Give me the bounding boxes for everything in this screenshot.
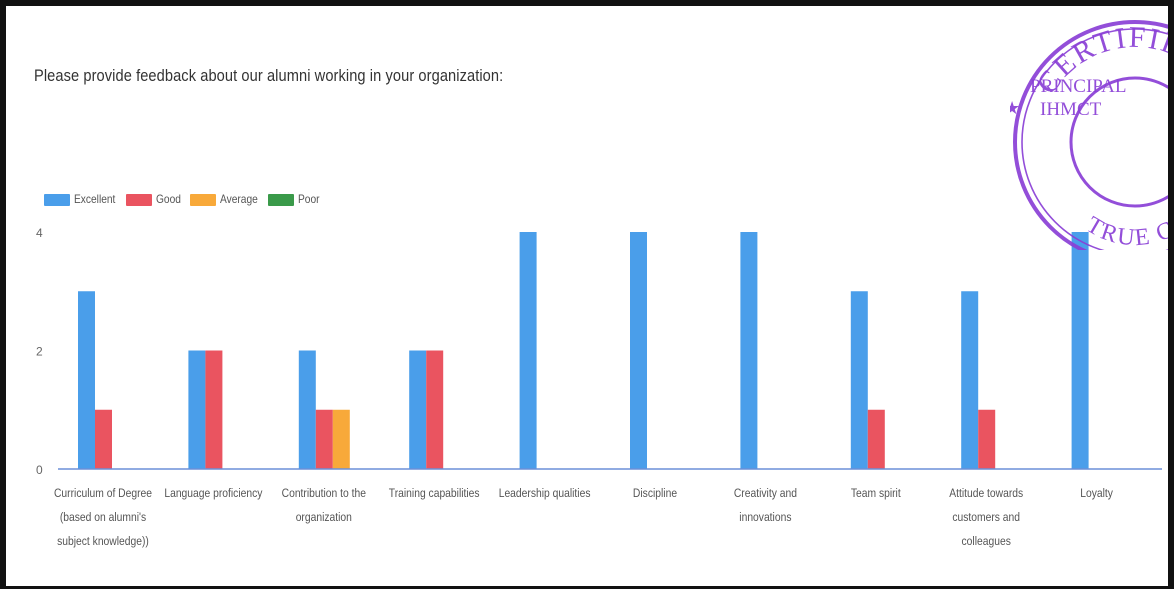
legend-label-excellent: Excellent — [74, 192, 116, 206]
feedback-question: Please provide feedback about our alumni… — [34, 66, 504, 85]
legend-swatch-average — [190, 194, 216, 206]
bar-excellent-6[interactable] — [740, 232, 758, 469]
bar-excellent-4[interactable] — [519, 232, 537, 469]
x-tick-label: colleagues — [962, 535, 1012, 548]
bar-excellent-5[interactable] — [630, 232, 647, 469]
bar-excellent-0[interactable] — [78, 291, 95, 469]
legend-swatch-poor — [268, 194, 294, 206]
x-tick-label: Contribution to the — [282, 487, 366, 500]
legend-label-poor: Poor — [298, 192, 320, 206]
x-tick-label: Attitude towards — [949, 487, 1023, 500]
x-tick-label: organization — [296, 511, 352, 524]
bar-excellent-8[interactable] — [961, 291, 979, 469]
bar-excellent-1[interactable] — [188, 350, 206, 470]
legend-label-average: Average — [220, 192, 258, 206]
bar-average-2[interactable] — [332, 409, 350, 469]
x-tick-label: Language proficiency — [164, 487, 262, 500]
legend-swatch-good — [126, 194, 152, 206]
bar-good-0[interactable] — [95, 409, 112, 469]
bar-excellent-3[interactable] — [409, 350, 427, 470]
bar-good-2[interactable] — [315, 409, 333, 469]
x-tick-label: Curriculum of Degree — [54, 487, 152, 500]
bar-good-7[interactable] — [867, 409, 885, 469]
x-tick-label: Leadership qualities — [499, 487, 591, 500]
y-tick-label: 0 — [36, 463, 43, 477]
x-tick-label: Loyalty — [1080, 487, 1113, 500]
x-tick-label: Discipline — [633, 487, 677, 500]
legend-swatch-excellent — [44, 194, 70, 206]
x-tick-label: customers and — [952, 511, 1020, 524]
stamp-bottom-text: TRUE COPY — [1082, 185, 1168, 250]
star-icon: ★ — [1010, 98, 1020, 118]
x-tick-label: (based on alumni's — [60, 511, 147, 524]
bar-good-8[interactable] — [978, 409, 996, 469]
y-tick-label: 4 — [36, 226, 43, 240]
x-tick-label: Team spirit — [851, 487, 902, 500]
x-tick-label: Training capabilities — [389, 487, 480, 500]
stamp-line2-text: IHMCT — [1040, 99, 1102, 120]
bar-good-3[interactable] — [426, 350, 444, 470]
bar-chart: 0 2 4 Curriculum of Degree (based on alumni'… — [36, 226, 1162, 548]
bar-good-1[interactable] — [205, 350, 223, 470]
stamp-line1-text: PRINCIPAL — [1030, 76, 1126, 97]
y-tick-label: 2 — [36, 345, 43, 359]
bar-excellent-9[interactable] — [1071, 232, 1089, 469]
bar-excellent-2[interactable] — [298, 350, 316, 470]
certified-stamp: CERTIFIED TRUE COPY PRINCIPAL IHMCT ★ — [1010, 10, 1174, 250]
stamp-graphic: CERTIFIED TRUE COPY PRINCIPAL IHMCT ★ — [1010, 20, 1174, 250]
bar-excellent-7[interactable] — [850, 291, 868, 469]
legend-label-good: Good — [156, 192, 181, 206]
x-tick-label: Creativity and — [734, 487, 797, 500]
x-tick-label: innovations — [739, 511, 792, 524]
x-tick-label: subject knowledge)) — [57, 535, 149, 548]
svg-text:TRUE COPY: TRUE COPY — [1082, 185, 1174, 250]
